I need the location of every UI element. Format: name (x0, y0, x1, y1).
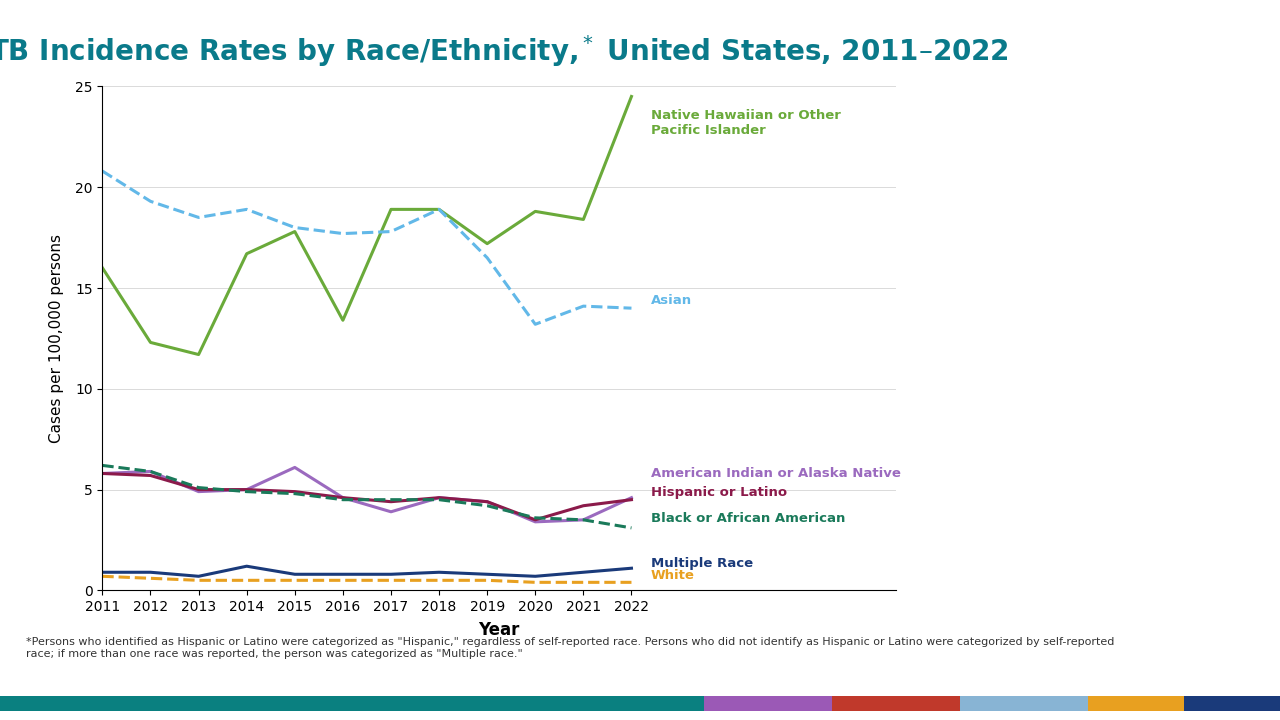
Y-axis label: Cases per 100,000 persons: Cases per 100,000 persons (49, 234, 64, 443)
Text: White: White (650, 570, 695, 582)
Text: Hispanic or Latino: Hispanic or Latino (650, 486, 787, 499)
Text: Black or African American: Black or African American (650, 513, 845, 526)
Text: Native Hawaiian or Other
Pacific Islander: Native Hawaiian or Other Pacific Islande… (650, 109, 841, 137)
Text: Asian: Asian (650, 294, 691, 307)
Text: *Persons who identified as Hispanic or Latino were categorized as "Hispanic," re: *Persons who identified as Hispanic or L… (26, 637, 1114, 659)
Title: TB Incidence Rates by Race/Ethnicity,$^*$ United States, 2011–2022: TB Incidence Rates by Race/Ethnicity,$^*… (0, 34, 1009, 69)
Text: Multiple Race: Multiple Race (650, 557, 753, 570)
X-axis label: Year: Year (479, 621, 520, 639)
Text: American Indian or Alaska Native: American Indian or Alaska Native (650, 467, 901, 480)
